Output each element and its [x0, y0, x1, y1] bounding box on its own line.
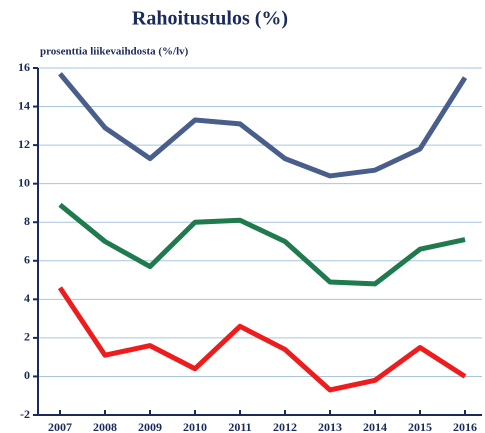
line-series [58, 202, 466, 287]
x-tick-label: 2016 [453, 420, 477, 433]
y-tick-label: 0 [24, 368, 30, 382]
y-tick-label: 6 [24, 253, 30, 267]
chart-title: Rahoitustulos (%) [132, 8, 288, 30]
x-tick-label: 2007 [48, 420, 72, 433]
y-tick-label: 8 [24, 214, 30, 228]
x-tick-label: 2008 [93, 420, 117, 433]
x-tick-label: 2012 [273, 420, 297, 433]
y-tick-label: 16 [18, 60, 30, 74]
chart-subtitle: prosenttia liikevaihdosta (%/lv) [40, 46, 189, 58]
y-tick-label: 14 [18, 98, 30, 112]
x-tick-label: 2010 [183, 420, 207, 433]
x-tick-label: 2013 [318, 420, 342, 433]
x-tick-label: 2014 [363, 420, 387, 433]
y-tick-label: 4 [24, 291, 30, 305]
x-tick-label: 2015 [408, 420, 432, 433]
y-tick-label: -2 [20, 407, 30, 421]
x-tick-label: 2009 [138, 420, 162, 433]
y-tick-label: 2 [24, 330, 30, 344]
y-tick-label: 10 [18, 175, 30, 189]
x-tick-label: 2011 [228, 420, 251, 433]
line-series [58, 72, 468, 179]
y-tick-label: 12 [18, 137, 30, 151]
line-series [57, 286, 467, 393]
